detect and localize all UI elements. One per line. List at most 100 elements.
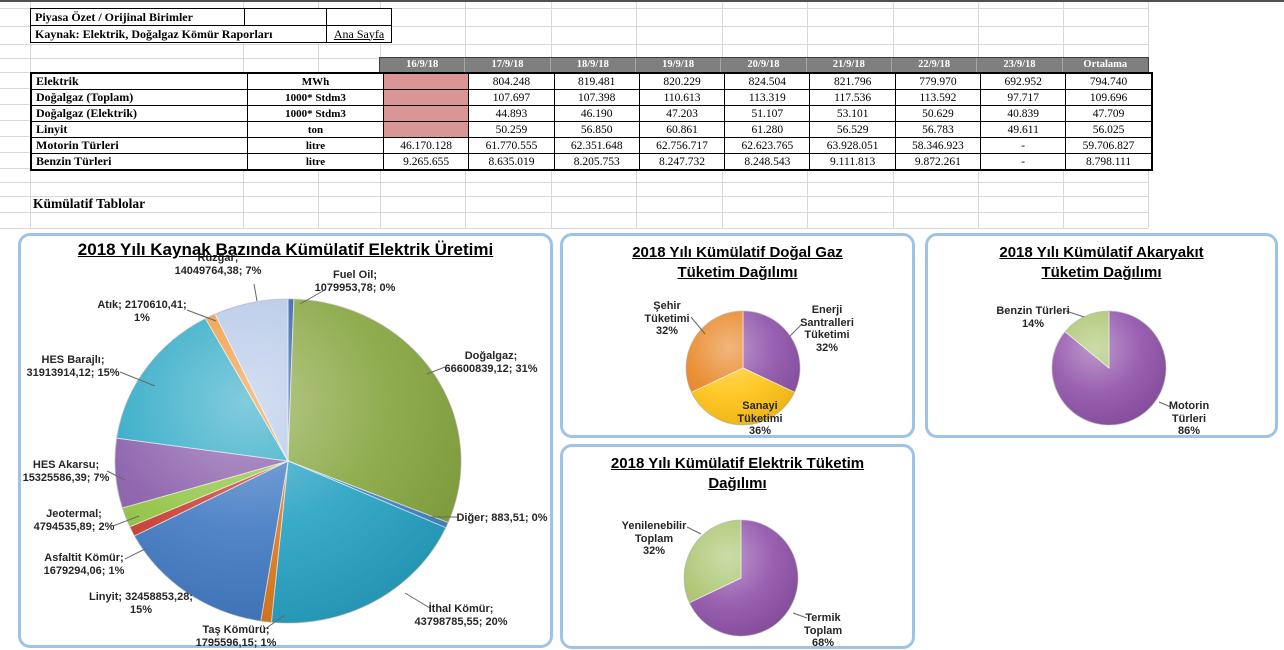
pie-label-sehir: Şehir Tüketimi 32% bbox=[644, 300, 690, 337]
pie-label-benzin: Benzin Türleri 14% bbox=[996, 305, 1070, 330]
value-cell[interactable]: 819.481 bbox=[553, 72, 640, 90]
row-unit-cell[interactable]: MWh bbox=[247, 72, 384, 90]
row-label-cell[interactable]: Linyit bbox=[30, 121, 248, 138]
value-cell[interactable]: 62.351.648 bbox=[553, 137, 640, 154]
section-heading: Kümülatif Tablolar bbox=[33, 196, 146, 211]
value-cell[interactable]: 40.839 bbox=[980, 105, 1067, 122]
row-label-cell[interactable]: Doğalgaz (Elektrik) bbox=[30, 105, 248, 122]
value-cell[interactable]: 46.170.128 bbox=[382, 137, 470, 154]
date-header-cell[interactable]: 22/9/18 bbox=[891, 58, 978, 72]
chart-electricity-production[interactable]: 2018 Yılı Kaynak Bazında Kümülatif Elekt… bbox=[18, 233, 553, 649]
table-row: Motorin Türleri litre 46.170.128 61.770.555… bbox=[30, 137, 1153, 154]
value-cell[interactable]: 824.504 bbox=[724, 72, 811, 90]
data-table: Elektrik MWh 804.248 819.481 820.229 824.504 8… bbox=[30, 72, 1153, 171]
date-header-cell[interactable]: 16/9/18 bbox=[380, 58, 466, 72]
date-header-row: 16/9/18 17/9/18 18/9/18 19/9/18 20/9/18 21/9/… bbox=[379, 57, 1149, 73]
row-unit-cell[interactable]: litre bbox=[247, 137, 384, 154]
date-header-cell[interactable]: 19/9/18 bbox=[635, 58, 722, 72]
value-cell[interactable]: 53.101 bbox=[809, 105, 896, 122]
value-cell[interactable]: - bbox=[980, 137, 1067, 154]
value-cell[interactable]: 51.107 bbox=[724, 105, 811, 122]
value-cell[interactable]: 47.203 bbox=[638, 105, 726, 122]
row-unit-cell[interactable]: 1000* Stdm3 bbox=[247, 89, 384, 106]
row-label-cell[interactable]: Doğalgaz (Toplam) bbox=[30, 89, 248, 106]
top-divider bbox=[0, 0, 1284, 2]
value-cell[interactable]: 9.265.655 bbox=[382, 153, 470, 171]
value-cell[interactable]: 44.893 bbox=[468, 105, 555, 122]
pie-label-linyit: Linyit; 32458853,28; 15% bbox=[89, 591, 193, 616]
value-cell[interactable]: 110.613 bbox=[638, 89, 726, 106]
date-header-cell[interactable]: 21/9/18 bbox=[806, 58, 892, 72]
table-row: Doğalgaz (Elektrik) 1000* Stdm3 44.893 46.1… bbox=[30, 105, 1153, 122]
row-unit-cell[interactable]: 1000* Stdm3 bbox=[247, 105, 384, 122]
value-cell[interactable]: 8.247.732 bbox=[638, 153, 726, 171]
value-cell[interactable]: 46.190 bbox=[553, 105, 640, 122]
value-cell[interactable]: 8.798.111 bbox=[1065, 153, 1153, 171]
value-cell[interactable]: 56.025 bbox=[1065, 121, 1153, 138]
value-cell[interactable]: 47.709 bbox=[1065, 105, 1153, 122]
row-unit-cell[interactable]: ton bbox=[247, 121, 384, 138]
value-cell[interactable]: 59.706.827 bbox=[1065, 137, 1153, 154]
value-cell[interactable]: 107.398 bbox=[553, 89, 640, 106]
table-row: Doğalgaz (Toplam) 1000* Stdm3 107.697 107.3… bbox=[30, 89, 1153, 106]
value-cell[interactable]: 56.850 bbox=[553, 121, 640, 138]
value-cell[interactable]: 49.611 bbox=[980, 121, 1067, 138]
empty-value-cell[interactable] bbox=[382, 89, 470, 106]
value-cell[interactable]: 109.696 bbox=[1065, 89, 1153, 106]
value-cell[interactable]: 62.756.717 bbox=[638, 137, 726, 154]
value-cell[interactable]: 56.783 bbox=[894, 121, 982, 138]
value-cell[interactable]: 779.970 bbox=[894, 72, 982, 90]
empty-value-cell[interactable] bbox=[382, 72, 470, 90]
row-unit-cell[interactable]: litre bbox=[247, 153, 384, 171]
date-header-cell[interactable]: 23/9/18 bbox=[977, 58, 1063, 72]
row-label-cell[interactable]: Elektrik bbox=[30, 72, 248, 90]
value-cell[interactable]: 107.697 bbox=[468, 89, 555, 106]
value-cell[interactable]: 9.872.261 bbox=[894, 153, 982, 171]
chart-natural-gas-consumption[interactable]: 2018 Yılı Kümülatif Doğal Gaz Tüketim Dağ… bbox=[560, 233, 915, 438]
report-title-cell[interactable]: Piyasa Özet / Orijinal Birimler bbox=[30, 8, 245, 26]
pie-label-hes-barajli: HES Barajlı; 31913914,12; 15% bbox=[26, 354, 120, 379]
report-source-cell[interactable]: Kaynak: Elektrik, Doğalgaz Kömür Raporla… bbox=[30, 25, 327, 43]
pie-label-dogalgaz: Doğalgaz; 66600839,12; 31% bbox=[444, 350, 538, 375]
chart-fuel-consumption[interactable]: 2018 Yılı Kümülatif Akaryakıt Tüketim Dağ… bbox=[925, 233, 1278, 438]
value-cell[interactable]: 794.740 bbox=[1065, 72, 1153, 90]
pie-label-tas-komuru: Taş Kömürü; 1795596,15; 1% bbox=[195, 624, 277, 649]
value-cell[interactable]: 63.928.051 bbox=[809, 137, 896, 154]
empty-value-cell[interactable] bbox=[382, 121, 470, 138]
value-cell[interactable]: 60.861 bbox=[638, 121, 726, 138]
value-cell[interactable]: 8.248.543 bbox=[724, 153, 811, 171]
value-cell[interactable]: 113.319 bbox=[724, 89, 811, 106]
value-cell[interactable]: 804.248 bbox=[468, 72, 555, 90]
row-label-cell[interactable]: Benzin Türleri bbox=[30, 153, 248, 171]
value-cell[interactable]: 692.952 bbox=[980, 72, 1067, 90]
value-cell[interactable]: 58.346.923 bbox=[894, 137, 982, 154]
chart-title: 2018 Yılı Kümülatif Doğal Gaz Tüketim Dağ… bbox=[632, 244, 843, 281]
value-cell[interactable]: 61.770.555 bbox=[468, 137, 555, 154]
value-cell[interactable]: 61.280 bbox=[724, 121, 811, 138]
value-cell[interactable]: 50.259 bbox=[468, 121, 555, 138]
date-header-cell[interactable]: 17/9/18 bbox=[465, 58, 551, 72]
date-header-cell[interactable]: Ortalama bbox=[1062, 58, 1148, 72]
date-header-cell[interactable]: 18/9/18 bbox=[550, 58, 636, 72]
value-cell[interactable]: 8.635.019 bbox=[468, 153, 555, 171]
chart-electricity-consumption[interactable]: 2018 Yılı Kümülatif Elektrik Tüketim Dağı… bbox=[560, 444, 915, 649]
date-header-cell[interactable]: 20/9/18 bbox=[721, 58, 807, 72]
empty-cell[interactable] bbox=[326, 8, 392, 26]
row-label-cell[interactable]: Motorin Türleri bbox=[30, 137, 248, 154]
value-cell[interactable]: 50.629 bbox=[894, 105, 982, 122]
value-cell[interactable]: - bbox=[980, 153, 1067, 171]
ana-sayfa-link[interactable]: Ana Sayfa bbox=[326, 25, 392, 43]
empty-value-cell[interactable] bbox=[382, 105, 470, 122]
value-cell[interactable]: 97.717 bbox=[980, 89, 1067, 106]
value-cell[interactable]: 62.623.765 bbox=[724, 137, 811, 154]
pie-label-atik: Atık; 2170610,41; 1% bbox=[97, 299, 187, 324]
value-cell[interactable]: 821.796 bbox=[809, 72, 896, 90]
value-cell[interactable]: 8.205.753 bbox=[553, 153, 640, 171]
value-cell[interactable]: 56.529 bbox=[809, 121, 896, 138]
value-cell[interactable]: 117.536 bbox=[809, 89, 896, 106]
value-cell[interactable]: 113.592 bbox=[894, 89, 982, 106]
value-cell[interactable]: 9.111.813 bbox=[809, 153, 896, 171]
value-cell[interactable]: 820.229 bbox=[638, 72, 726, 90]
empty-cell[interactable] bbox=[244, 8, 327, 26]
